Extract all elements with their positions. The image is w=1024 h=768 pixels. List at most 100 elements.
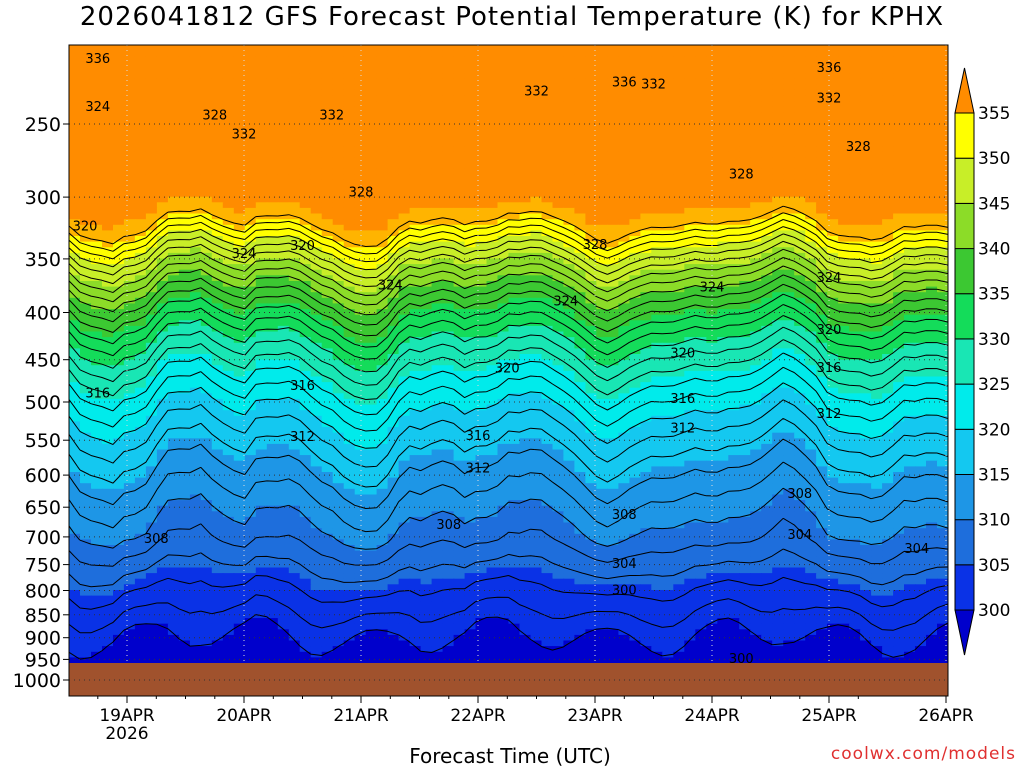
field-cell [211, 123, 224, 130]
field-cell [343, 196, 356, 203]
field-cell [904, 275, 916, 282]
field-cell [211, 247, 224, 254]
field-cell [552, 376, 565, 383]
field-cell [706, 73, 718, 80]
field-cell [244, 179, 257, 186]
field-cell [882, 123, 894, 130]
field-cell [563, 207, 575, 215]
field-cell [189, 179, 202, 186]
field-cell [277, 89, 290, 97]
field-cell [464, 106, 477, 113]
field-cell [761, 84, 773, 91]
field-cell [354, 140, 367, 147]
field-cell [695, 387, 707, 394]
field-cell [574, 61, 586, 69]
field-cell [387, 146, 400, 153]
field-cell [497, 269, 510, 276]
field-cell [816, 275, 828, 282]
field-cell [486, 342, 499, 349]
field-cell [728, 325, 740, 333]
field-cell [893, 314, 905, 321]
field-cell [233, 151, 246, 158]
field-cell [508, 174, 521, 181]
field-cell [530, 196, 543, 203]
field-cell [431, 247, 444, 254]
field-cell [475, 275, 488, 282]
field-cell [91, 292, 103, 299]
field-cell [915, 61, 927, 69]
field-cell [321, 95, 334, 102]
field-cell [893, 106, 905, 113]
field-cell [233, 331, 246, 338]
field-cell [750, 179, 762, 186]
field-cell [69, 365, 81, 372]
field-cell [761, 297, 773, 304]
field-cell [486, 118, 499, 125]
field-cell [156, 174, 169, 181]
field-cell [794, 185, 806, 192]
field-cell [508, 163, 521, 170]
field-cell [871, 129, 883, 136]
field-cell [102, 258, 114, 265]
field-cell [640, 342, 652, 349]
field-cell [761, 303, 773, 310]
field-cell [486, 241, 499, 248]
field-cell [376, 78, 389, 85]
field-cell [629, 207, 641, 215]
field-cell [255, 73, 268, 80]
field-cell [134, 168, 147, 175]
field-cell [332, 89, 345, 97]
field-cell [761, 258, 773, 265]
field-cell [409, 185, 422, 192]
field-cell [805, 342, 817, 349]
field-cell [794, 213, 806, 220]
field-cell [431, 286, 444, 293]
field-cell [156, 151, 169, 158]
field-cell [255, 196, 268, 203]
field-cell [486, 247, 499, 254]
field-cell [80, 84, 92, 91]
field-cell [783, 269, 795, 276]
field-cell [882, 269, 894, 276]
field-cell [662, 303, 674, 310]
field-cell [926, 163, 938, 170]
field-cell [750, 196, 762, 203]
field-cell [695, 342, 707, 349]
field-cell [321, 309, 334, 316]
field-cell [91, 331, 103, 338]
field-cell [277, 45, 290, 52]
field-cell [915, 354, 927, 361]
field-cell [189, 337, 202, 344]
field-cell [563, 325, 575, 333]
field-cell [871, 134, 883, 142]
field-cell [134, 275, 147, 282]
field-cell [497, 123, 510, 130]
field-cell [420, 123, 433, 130]
field-cell [772, 331, 784, 338]
field-cell [398, 106, 411, 113]
field-cell [915, 67, 927, 74]
field-cell [794, 174, 806, 181]
field-cell [167, 393, 180, 400]
field-cell [794, 219, 806, 226]
field-cell [332, 146, 345, 153]
field-cell [893, 281, 905, 288]
field-cell [860, 382, 872, 389]
field-cell [640, 359, 652, 366]
field-cell [607, 95, 619, 102]
field-cell [695, 213, 707, 220]
field-cell [244, 320, 257, 327]
field-cell [167, 354, 180, 361]
field-cell [640, 146, 652, 153]
field-cell [563, 247, 575, 254]
field-cell [662, 45, 674, 52]
field-cell [189, 275, 202, 282]
field-cell [387, 101, 400, 108]
field-cell [332, 275, 345, 282]
field-cell [332, 67, 345, 74]
field-cell [409, 157, 422, 164]
field-cell [541, 292, 554, 299]
field-cell [882, 78, 894, 85]
field-cell [750, 202, 762, 209]
field-cell [838, 213, 850, 220]
